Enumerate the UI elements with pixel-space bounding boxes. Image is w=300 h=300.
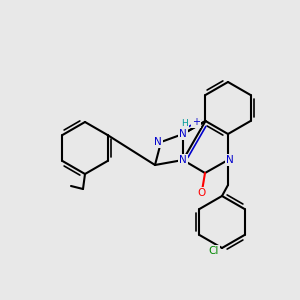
Text: N: N bbox=[179, 155, 187, 165]
Text: Cl: Cl bbox=[209, 246, 219, 256]
Text: N: N bbox=[226, 155, 234, 165]
Text: N: N bbox=[154, 137, 162, 147]
Text: H: H bbox=[182, 119, 188, 128]
Text: O: O bbox=[198, 188, 206, 198]
Text: +: + bbox=[192, 117, 200, 127]
Text: N: N bbox=[179, 129, 187, 139]
